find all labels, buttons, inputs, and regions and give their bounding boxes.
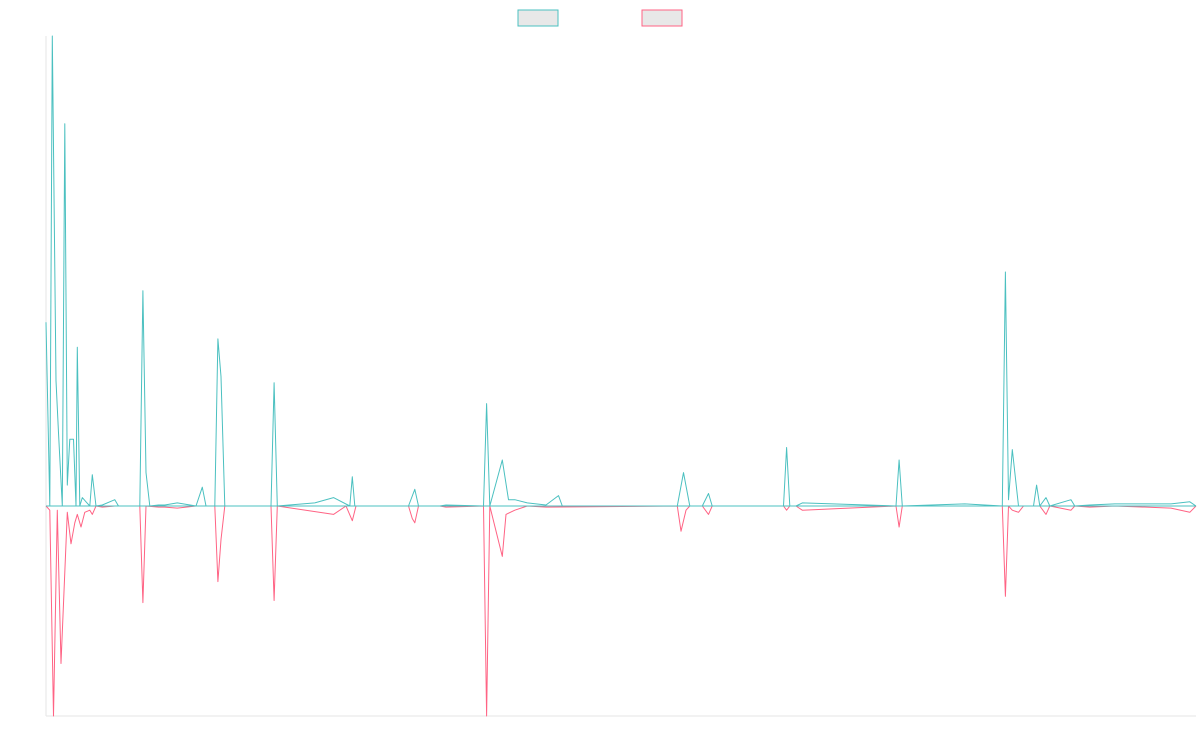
chart-legend[interactable]	[517, 9, 683, 27]
series-line-1	[45, 35, 1197, 507]
series-layer	[45, 35, 1197, 717]
series-line-2	[45, 505, 1197, 717]
legend-swatch-1[interactable]	[517, 9, 559, 27]
legend-swatch-2[interactable]	[641, 9, 683, 27]
